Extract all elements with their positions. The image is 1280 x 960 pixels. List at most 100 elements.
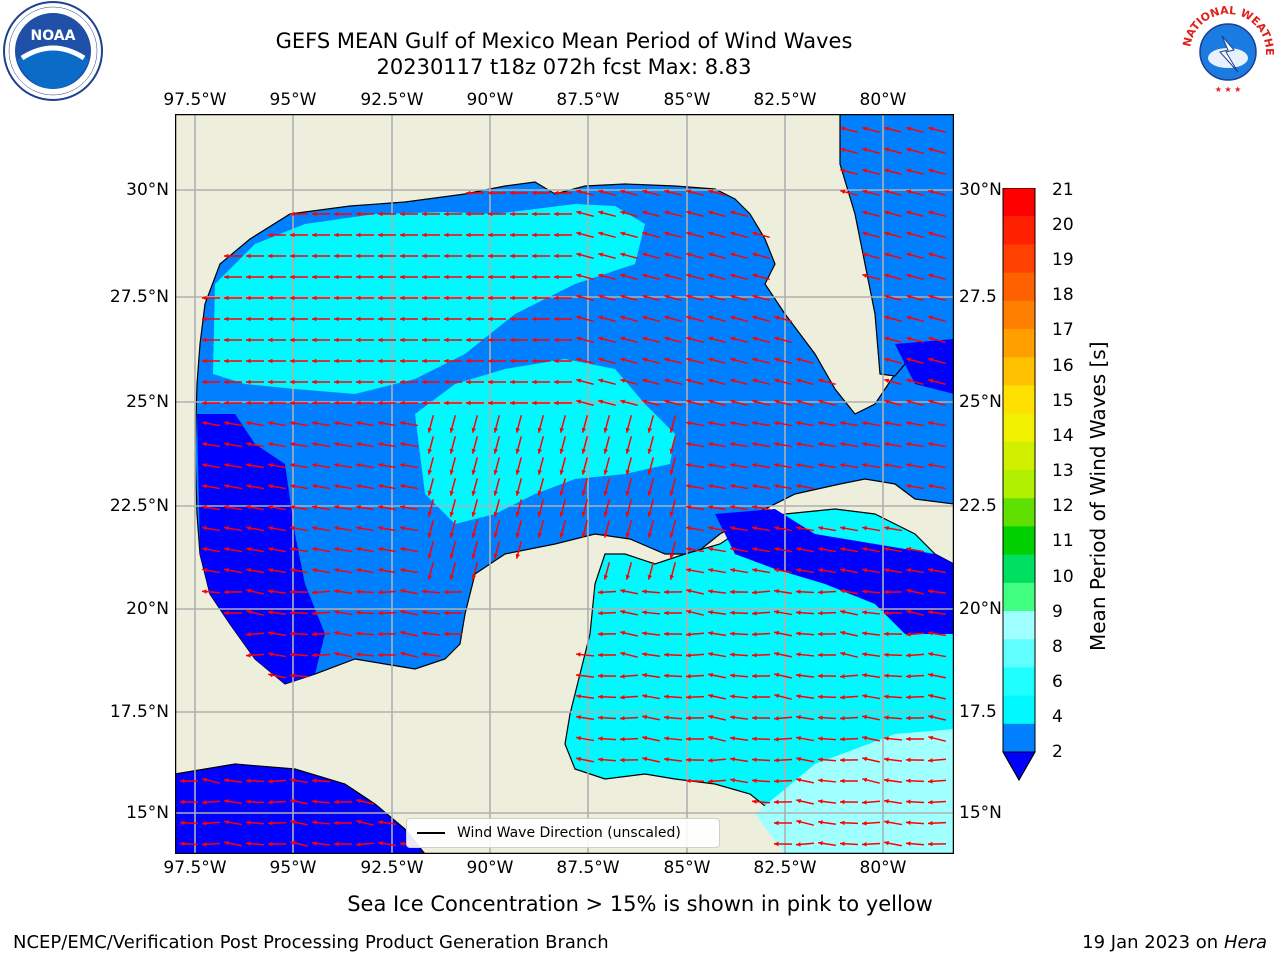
wind-arrow — [471, 541, 479, 559]
wind-arrow — [796, 777, 814, 784]
wind-arrow — [290, 400, 308, 406]
wind-arrow — [839, 799, 859, 805]
wind-arrow — [289, 673, 309, 678]
map-legend: Wind Wave Direction (unscaled) — [406, 818, 720, 848]
wind-arrow — [576, 189, 594, 197]
wind-arrow — [884, 378, 902, 386]
wind-arrow — [840, 126, 858, 134]
footer-left: NCEP/EMC/Verification Post Processing Pr… — [13, 932, 609, 953]
wind-arrow — [290, 274, 308, 280]
wind-arrow — [707, 589, 727, 594]
wind-arrow — [664, 252, 682, 260]
wind-arrow — [642, 693, 660, 700]
wind-arrow — [559, 457, 567, 475]
colorbar-tick-label: 9 — [1052, 602, 1063, 622]
wind-arrow — [377, 820, 397, 825]
wind-arrow — [620, 630, 638, 637]
wind-arrow — [884, 126, 902, 134]
wind-arrow — [510, 253, 528, 259]
wind-arrow — [686, 420, 704, 427]
wind-arrow — [493, 541, 501, 559]
wind-arrow — [378, 400, 396, 406]
wind-arrow — [202, 379, 220, 385]
wind-arrow — [642, 714, 660, 721]
wind-arrow — [400, 462, 418, 469]
wind-arrow — [289, 610, 309, 616]
wind-arrow — [537, 436, 545, 454]
wind-arrow — [840, 441, 858, 448]
wind-arrow — [620, 336, 638, 344]
wind-arrow — [928, 273, 946, 281]
wind-arrow — [818, 399, 836, 407]
wind-arrow — [444, 400, 462, 406]
wind-arrow — [554, 190, 572, 196]
wind-arrow — [377, 631, 397, 637]
colorbar-tick-label: 8 — [1052, 637, 1063, 657]
wind-arrow — [356, 441, 374, 448]
wind-arrow — [377, 841, 397, 847]
wind-arrow — [488, 190, 506, 196]
wind-arrow — [817, 778, 837, 783]
wind-arrow — [466, 253, 484, 259]
wind-arrow — [927, 799, 947, 805]
wind-arrow — [378, 567, 396, 574]
wind-arrow — [312, 504, 330, 511]
wind-arrow — [598, 378, 616, 386]
colorbar-tick-label: 15 — [1052, 391, 1074, 411]
wind-arrow — [224, 379, 242, 385]
wind-arrow — [752, 462, 770, 469]
wind-arrow — [818, 567, 836, 574]
wind-arrow — [400, 567, 418, 574]
wind-arrow — [751, 736, 771, 742]
wind-arrow — [906, 588, 924, 595]
wind-arrow — [427, 541, 435, 559]
wind-arrow — [752, 252, 770, 260]
wind-arrow — [686, 441, 704, 448]
wind-arrow — [378, 462, 396, 469]
colorbar-label: Mean Period of Wind Waves [s] — [1086, 341, 1110, 651]
wind-arrow — [905, 799, 925, 805]
wind-arrow — [444, 316, 462, 322]
wind-arrow — [840, 462, 858, 469]
wind-arrow — [795, 631, 815, 636]
footer-date: 19 Jan 2023 on — [1082, 932, 1224, 953]
wind-arrow — [796, 567, 814, 574]
wind-arrow — [290, 819, 308, 826]
wind-arrow — [268, 462, 286, 469]
wind-arrow — [311, 631, 331, 637]
wind-arrow — [334, 567, 352, 574]
wind-arrow — [862, 735, 880, 742]
wind-arrow — [729, 589, 749, 595]
wind-arrow — [400, 316, 418, 322]
wind-arrow — [796, 399, 814, 407]
wind-arrow — [840, 778, 858, 784]
wind-arrow — [906, 210, 924, 218]
wind-arrow — [619, 715, 639, 721]
wind-arrow — [515, 415, 523, 433]
wind-arrow — [378, 652, 396, 658]
wind-arrow — [400, 630, 418, 637]
wind-arrow — [268, 379, 286, 385]
wind-arrow — [334, 651, 352, 658]
wind-arrow — [400, 609, 418, 616]
wind-arrow — [642, 399, 660, 407]
wind-arrow — [862, 756, 880, 763]
colorbar-tick-label: 14 — [1052, 426, 1074, 446]
wind-arrow — [906, 357, 924, 365]
wind-arrow — [268, 483, 286, 490]
wind-arrow — [471, 520, 479, 538]
wind-arrow — [202, 504, 220, 511]
wind-arrow — [493, 499, 501, 517]
wind-arrow — [884, 546, 902, 553]
wind-arrow — [422, 274, 440, 280]
wind-arrow — [862, 126, 880, 134]
wind-arrow — [532, 274, 550, 280]
wind-arrow — [201, 841, 221, 847]
wind-arrow — [377, 589, 397, 595]
wind-arrow — [598, 210, 616, 218]
wind-arrow — [906, 231, 924, 239]
wind-arrow — [730, 273, 748, 281]
wind-arrow — [708, 504, 726, 511]
wind-arrow — [906, 273, 924, 281]
wind-arrow — [686, 336, 704, 344]
